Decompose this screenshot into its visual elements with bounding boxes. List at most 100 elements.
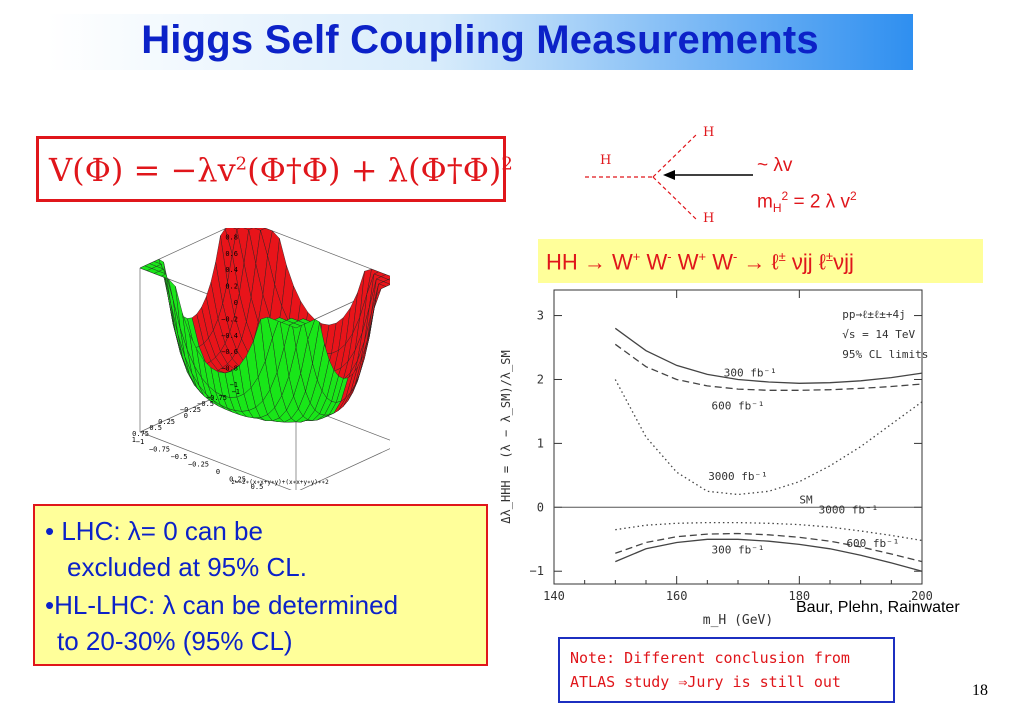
surface-ticks: 10.80.60.40.20−0.2−0.4−0.6−0.8−110.750.5… <box>132 233 329 490</box>
slide-title: Higgs Self Coupling Measurements <box>141 18 819 62</box>
hh-sup: - <box>667 249 672 264</box>
lhc-line-1: • LHC: λ= 0 can be <box>45 516 263 546</box>
lhc-line-4: to 20-30% (95% CL) <box>57 626 293 656</box>
x-tick-label: 160 <box>666 589 688 603</box>
formula-term1-rest: (Φ†Φ) <box>247 151 341 189</box>
y-tick-label: −0.25 <box>180 406 201 414</box>
z-tick-label: −0.2 <box>221 315 238 323</box>
series-label: 3000 fb⁻¹ <box>819 504 879 517</box>
chart-annotation: 95% CL limits <box>842 348 928 361</box>
hh-part: HH → W <box>546 249 633 275</box>
chart-labels: 140 160 180 200 3 2 1 0 −1 SM m_H (GeV) Δλ_HHH = (λ… <box>499 308 932 628</box>
x-tick-label: 0.25 <box>229 476 246 484</box>
mass-sub: H <box>772 201 782 216</box>
y-tick-label: 0 <box>184 412 188 420</box>
z-tick-label: 0.8 <box>225 233 238 241</box>
y-tick-label: 0.25 <box>158 418 175 426</box>
x-tick-label: 0 <box>216 468 220 476</box>
hh-part: W <box>671 249 699 275</box>
formula-term2-exponent: 2 <box>501 153 513 175</box>
z-tick-label: 0.2 <box>225 283 238 291</box>
x-tick-label: −0.75 <box>149 446 170 454</box>
series-line <box>615 538 923 572</box>
series-label: 600 fb⁻¹ <box>712 400 765 413</box>
z-tick-label: 0.6 <box>225 250 238 258</box>
formula-term1-exponent: 2 <box>235 153 248 175</box>
series-label: 300 fb⁻¹ <box>712 543 765 556</box>
y-tick-label: 3 <box>537 309 544 323</box>
surface-box-edge <box>139 431 292 490</box>
series-line <box>614 379 923 496</box>
y-tick-label: −0.5 <box>197 400 214 408</box>
x-axis-label: m_H (GeV) <box>703 613 773 628</box>
y-tick-label: −0.75 <box>206 394 227 402</box>
y-tick-label: 0 <box>537 500 544 514</box>
hh-sup: ± <box>825 249 834 264</box>
note-box: Note: Different conclusion from ATLAS st… <box>558 637 895 703</box>
mass-sup2: 2 <box>849 189 857 203</box>
formula-equals: = <box>123 151 171 189</box>
series-label: 300 fb⁻¹ <box>724 366 777 379</box>
y-tick-label: 0.5 <box>149 424 162 432</box>
surface-cell <box>382 279 390 285</box>
x-tick-label: −0.25 <box>188 461 209 469</box>
z-tick-label: −0.6 <box>221 348 238 356</box>
y-tick-label: 1 <box>537 436 544 450</box>
lhc-line-3: •HL-LHC: λ can be determined <box>45 590 399 620</box>
mexican-hat-surface-plot: 10.80.60.40.20−0.2−0.4−0.6−0.8−110.750.5… <box>132 228 390 490</box>
surface-cell <box>288 322 302 329</box>
z-tick-label: 0.4 <box>225 266 238 274</box>
mass-sup: 2 <box>781 189 789 203</box>
chart-frame <box>553 289 923 585</box>
page-number: 18 <box>972 682 988 699</box>
coupling-label: ~ λv <box>757 155 793 176</box>
title-bar: Higgs Self Coupling Measurements <box>47 14 913 70</box>
potential-formula-box: V(Φ) = −λv2(Φ†Φ) + λ(Φ†Φ)2 <box>36 136 513 202</box>
surface-caption: z=−2∗(x∗x+y∗y)+(x∗x+y∗y)∗∗2 <box>231 479 329 486</box>
lhc-line-2: excluded at 95% CL. <box>67 552 307 582</box>
chart-annotation: √s = 14 TeV <box>842 328 915 341</box>
feynman-vertex-diagram <box>585 133 753 221</box>
chart-annotation: pp→ℓ±ℓ±+4j <box>842 308 906 321</box>
x-tick-label: 0.5 <box>251 483 264 490</box>
y-tick-label: 0.75 <box>132 430 149 438</box>
series-line <box>614 343 923 391</box>
y-tick-label: 2 <box>537 372 544 386</box>
feynman-label-bottom: H <box>703 211 715 226</box>
hh-sup: - <box>732 249 738 264</box>
formula-term1: −λv <box>170 151 236 189</box>
note-line-1: Note: Different conclusion from <box>570 649 850 667</box>
hh-part: → ℓ <box>737 249 779 275</box>
potential-formula: V(Φ) = −λv2(Φ†Φ) + λ(Φ†Φ)2 <box>49 151 513 189</box>
formula-term2: λ(Φ†Φ) <box>387 151 502 189</box>
z-tick-label: 0 <box>234 299 238 307</box>
surface-mesh <box>139 228 390 423</box>
formula-plus: + <box>340 151 388 189</box>
hh-part: νjj ℓ <box>785 249 826 275</box>
citation: Baur, Plehn, Rainwater <box>796 599 960 616</box>
z-tick-label: −0.4 <box>221 332 238 340</box>
lhc-summary-box: • LHC: λ= 0 can be excluded at 95% CL. •… <box>33 504 488 666</box>
sm-label: SM <box>799 493 813 506</box>
series-line <box>615 521 923 542</box>
mass-rest: = 2 λ v <box>788 191 850 213</box>
y-tick-label: −1 <box>232 388 240 396</box>
series-label: 3000 fb⁻¹ <box>708 470 768 483</box>
y-tick-label: 1 <box>132 436 136 444</box>
x-tick-label: 140 <box>543 589 565 603</box>
hh-sup: ± <box>778 249 786 264</box>
lambda-limits-chart: 140 160 180 200 3 2 1 0 −1 SM m_H (GeV) Δλ_HHH = (λ… <box>499 289 932 628</box>
surface-box-edge <box>299 448 390 490</box>
feynman-label-left: H <box>600 153 612 168</box>
hh-part: νjj <box>833 249 854 275</box>
mass-m: m <box>757 191 773 213</box>
mass-relation: mH2 = 2 λ v2 <box>757 189 857 215</box>
hh-sup: + <box>698 249 707 264</box>
z-tick-label: −1 <box>230 381 238 389</box>
x-tick-label: −0.5 <box>171 453 188 461</box>
note-line-2: ATLAS study ⇒Jury is still out <box>570 673 841 691</box>
feynman-label-top: H <box>703 125 715 140</box>
series-line <box>615 532 923 563</box>
series-label: 600 fb⁻¹ <box>846 537 899 550</box>
y-axis-label: Δλ_HHH = (λ − λ_SM)/λ_SM <box>499 350 513 523</box>
